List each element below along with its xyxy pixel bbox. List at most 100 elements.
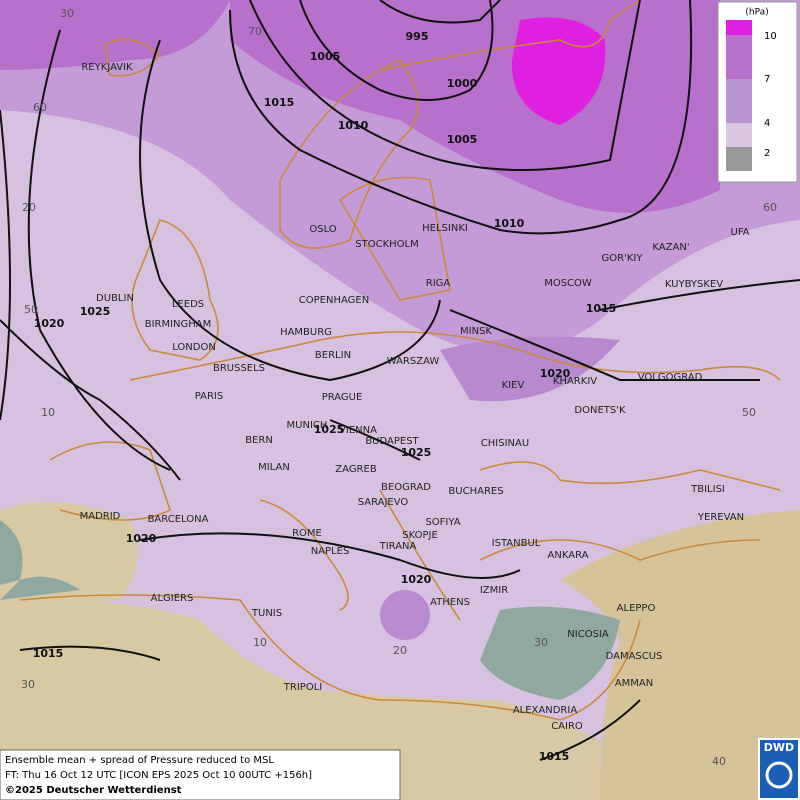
legend-swatch xyxy=(726,123,752,147)
city-label: BARCELONA xyxy=(148,514,209,525)
city-label: MADRID xyxy=(80,511,121,522)
city-label: PRAGUE xyxy=(322,392,363,403)
isobar-label: 1025 xyxy=(80,305,111,318)
sea xyxy=(0,520,80,600)
isobar-label: 1005 xyxy=(310,50,341,63)
isobar-label: 1020 xyxy=(401,573,432,586)
city-label: BUDAPEST xyxy=(365,436,419,447)
isobar-label: 1015 xyxy=(586,302,617,315)
legend-label: 7 xyxy=(764,74,770,85)
city-label: RIGA xyxy=(426,278,451,289)
city-label: KAZAN' xyxy=(652,242,689,253)
isobar-label: 1005 xyxy=(447,133,478,146)
city-label: GOR'KIY xyxy=(602,253,644,264)
city-label: ALEPPO xyxy=(617,603,656,614)
coastline xyxy=(19,331,781,721)
city-label: ROME xyxy=(292,528,322,539)
city-label: NICOSIA xyxy=(567,629,609,640)
city-label: CHISINAU xyxy=(481,438,529,449)
footer-line: Ensemble mean + spread of Pressure reduc… xyxy=(5,755,274,766)
land xyxy=(560,510,800,800)
city-label: ZAGREB xyxy=(335,464,377,475)
city-label: COPENHAGEN xyxy=(299,295,369,306)
city-label: TBILISI xyxy=(690,484,725,495)
city-label: YEREVAN xyxy=(697,512,744,523)
isobar-label: 1020 xyxy=(34,317,65,330)
city-label: SARAJEVO xyxy=(358,497,409,508)
labels: REYKJAVIK OSLO STOCKHOLM HELSINKI DUBLIN LEED… xyxy=(21,7,798,768)
isobar-label: 1020 xyxy=(126,532,157,545)
legend-label: 4 xyxy=(764,118,770,129)
logo: DWD xyxy=(758,738,800,800)
city-label: DAMASCUS xyxy=(606,651,663,662)
city-label: LONDON xyxy=(172,342,216,353)
city-label: KUYBYSKEV xyxy=(665,279,723,290)
city-label: HAMBURG xyxy=(280,327,332,338)
city-label: TRIPOLI xyxy=(283,682,322,693)
spread-region xyxy=(0,0,230,70)
isobar-label: 1000 xyxy=(447,77,478,90)
logo-text: DWD xyxy=(764,741,794,754)
legend-label: 2 xyxy=(764,148,770,159)
city-label: CAIRO xyxy=(551,721,583,732)
city-label: DUBLIN xyxy=(96,293,134,304)
city-label: MOSCOW xyxy=(544,278,592,289)
logo-icon xyxy=(765,761,793,789)
legend-swatch xyxy=(726,79,752,123)
grid-label: 70 xyxy=(248,25,262,38)
city-label: BEOGRAD xyxy=(381,482,431,493)
city-label: UFA xyxy=(731,227,750,238)
city-label: ALEXANDRIA xyxy=(513,705,578,716)
grid-label: 60 xyxy=(33,101,47,114)
footer-line: ©2025 Deutscher Wetterdienst xyxy=(5,785,182,796)
grid-label: 50 xyxy=(742,406,756,419)
grid-label: 10 xyxy=(41,406,55,419)
spread-max xyxy=(511,17,606,125)
city-label: KIEV xyxy=(502,380,525,391)
city-label: KHARKIV xyxy=(553,376,597,387)
city-label: BIRMINGHAM xyxy=(145,319,212,330)
footer: Ensemble mean + spread of Pressure reduc… xyxy=(0,749,401,800)
city-label: PARIS xyxy=(195,391,223,402)
spread-region xyxy=(380,590,430,640)
city-label: MILAN xyxy=(258,462,290,473)
legend-swatch xyxy=(726,20,752,35)
sea xyxy=(480,606,620,700)
isobar-label: 1025 xyxy=(314,423,345,436)
legend-swatch xyxy=(726,147,752,171)
city-label: BRUSSELS xyxy=(213,363,265,374)
city-label: HELSINKI xyxy=(422,223,468,234)
city-label: IZMIR xyxy=(480,585,508,596)
grid-label: 30 xyxy=(60,7,74,20)
grid-label: 40 xyxy=(712,755,726,768)
city-label: AMMAN xyxy=(615,678,653,689)
isobar-label: 1015 xyxy=(539,750,570,763)
city-label: BERN xyxy=(245,435,273,446)
city-label: BERLIN xyxy=(315,350,351,361)
city-label: ALGIERS xyxy=(151,593,194,604)
grid-label: 30 xyxy=(534,636,548,649)
grid-label: 20 xyxy=(393,644,407,657)
city-label: BUCHARES xyxy=(448,486,503,497)
city-label: SOFIYA xyxy=(425,517,460,528)
grid-label: 10 xyxy=(253,636,267,649)
city-label: VIENNA xyxy=(339,425,377,436)
city-label: REYKJAVIK xyxy=(81,62,133,73)
legend: (hPa) 10 7 4 2 xyxy=(717,1,798,183)
grid-label: 60 xyxy=(763,201,777,214)
city-label: LEEDS xyxy=(172,299,204,310)
footer-box xyxy=(0,749,401,800)
grid-label: 30 xyxy=(21,678,35,691)
legend-label: 10 xyxy=(764,31,777,42)
city-label: TUNIS xyxy=(251,608,282,619)
isobar-label: 1015 xyxy=(264,96,295,109)
isobar-label: 1010 xyxy=(494,217,525,230)
city-label: WARSZAW xyxy=(387,356,440,367)
legend-swatch xyxy=(726,35,752,79)
isobar xyxy=(0,0,800,761)
city-label: VOLGOGRAD xyxy=(638,372,703,383)
isobar-label: 1025 xyxy=(401,446,432,459)
city-label: DONETS'K xyxy=(574,405,626,416)
coastline xyxy=(104,0,641,361)
